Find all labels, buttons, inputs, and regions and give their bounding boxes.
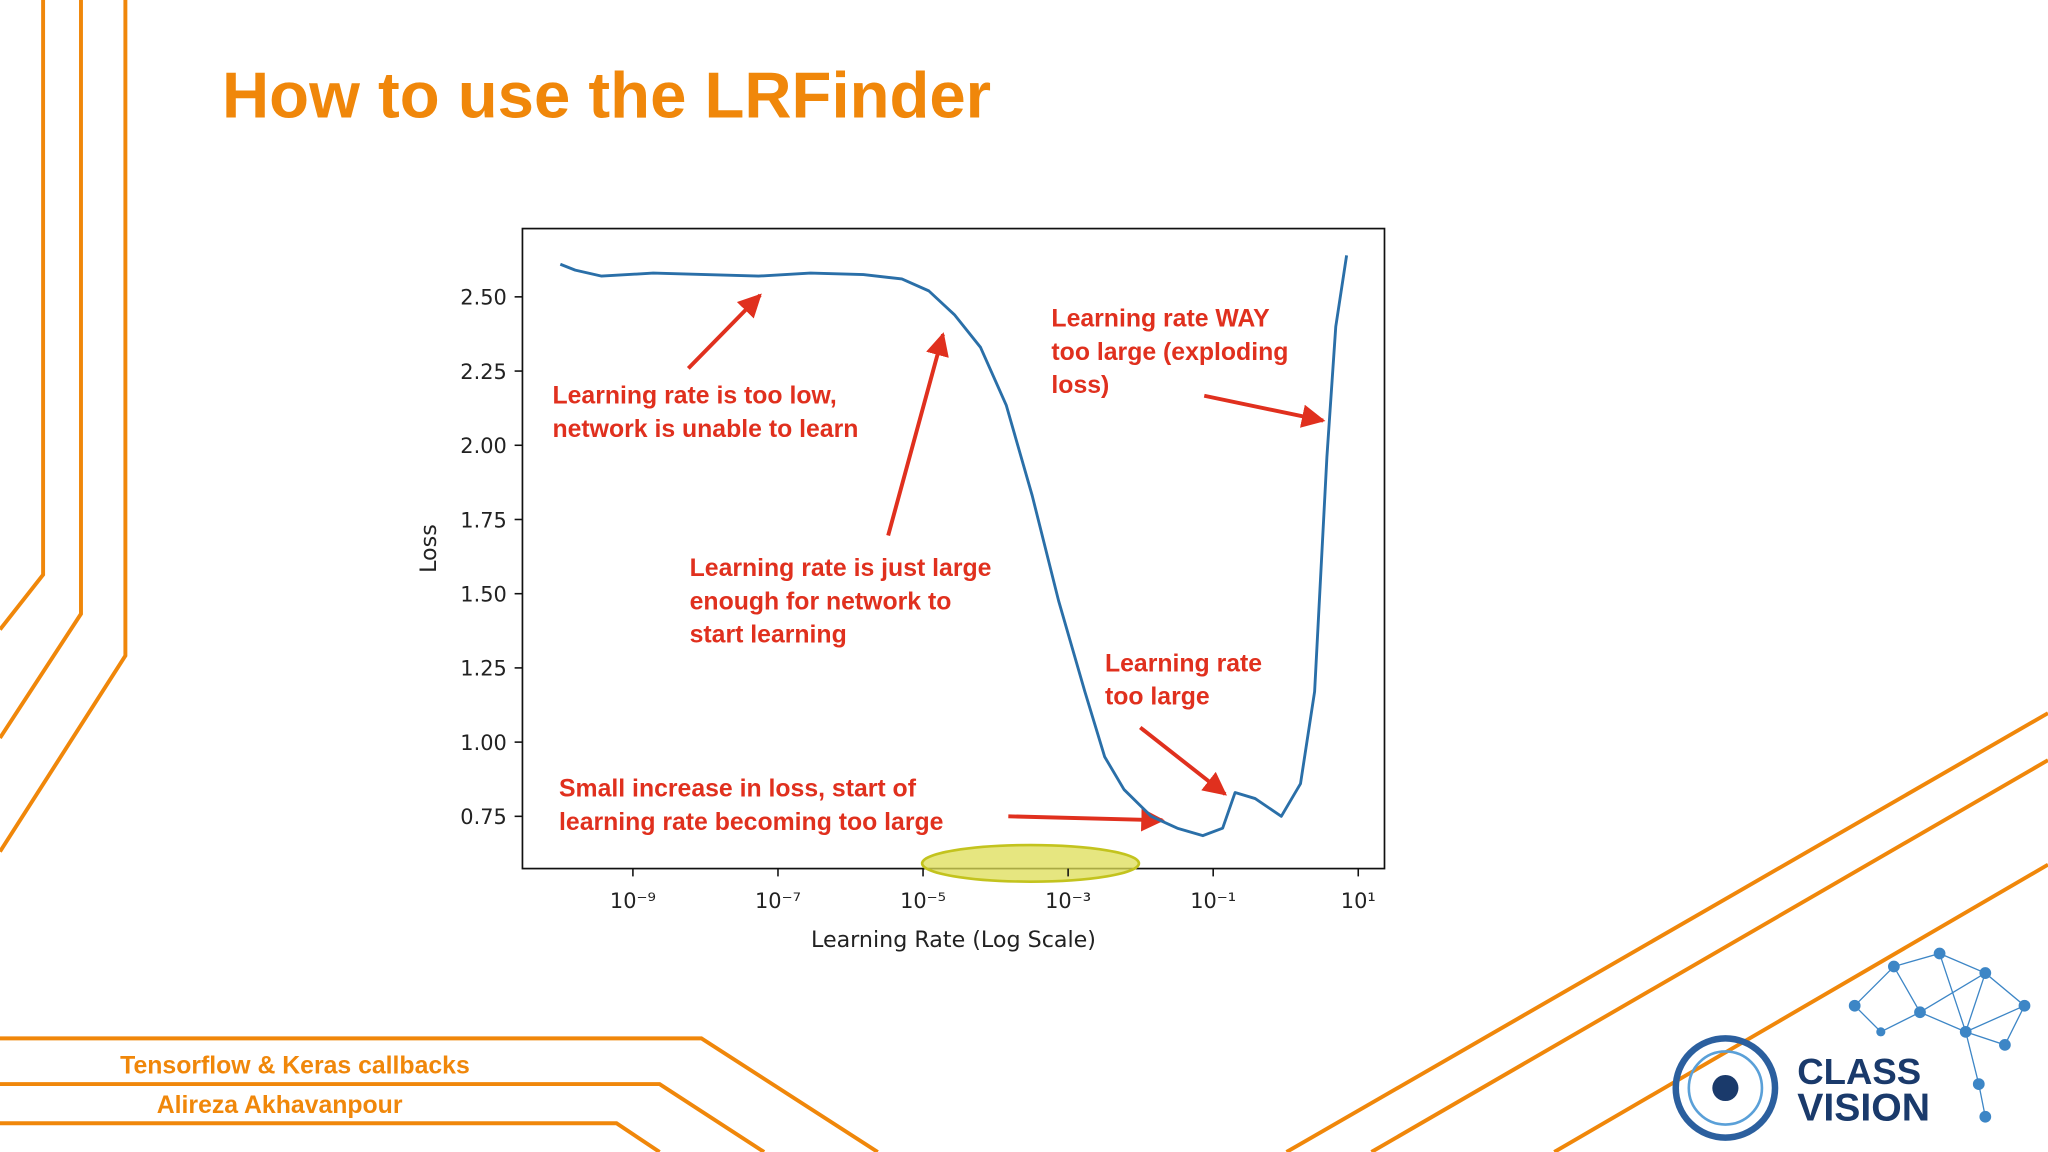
logo-text: CLASS — [1797, 1051, 1921, 1092]
x-tick-label: 10⁻⁷ — [755, 889, 801, 913]
y-tick-label: 1.50 — [460, 583, 506, 607]
y-tick-label: 1.00 — [460, 731, 506, 755]
slide-title: How to use the LRFinder — [222, 59, 991, 132]
annotation: enough for network to — [690, 588, 952, 615]
annotation: start learning — [690, 622, 847, 649]
arrows — [686, 293, 1326, 832]
logo: CLASS VISION — [1672, 947, 2031, 1141]
y-axis-label: Loss — [416, 524, 442, 573]
annotation: loss) — [1051, 372, 1109, 399]
y-tick-label: 1.75 — [460, 508, 506, 532]
annotation: Learning rate is just large — [690, 555, 992, 582]
x-tick-label: 10⁻¹ — [1190, 889, 1236, 913]
footer-author: Alireza Akhavanpour — [157, 1092, 403, 1119]
y-tick-label: 2.00 — [460, 434, 506, 458]
x-tick-label: 10⁻³ — [1045, 889, 1091, 913]
x-tick-label: 10⁻⁵ — [900, 889, 946, 913]
x-axis-label: Learning Rate (Log Scale) — [811, 927, 1096, 953]
annotation: too large (exploding — [1051, 339, 1288, 366]
plot-frame — [521, 227, 1386, 870]
chart: Learning Rate (Log Scale) Loss 0.75 1.00 1… — [416, 227, 1386, 953]
y-tick-label: 0.75 — [460, 805, 506, 829]
y-tick-label: 1.25 — [460, 657, 506, 681]
y-tick-label: 2.50 — [460, 286, 506, 310]
logo-text: VISION — [1797, 1087, 1930, 1130]
footer-course: Tensorflow & Keras callbacks — [120, 1053, 470, 1080]
annotation: learning rate becoming too large — [559, 809, 943, 836]
x-tick-label: 10⁻⁹ — [610, 889, 656, 913]
annotation: Learning rate is too low, — [552, 383, 836, 410]
x-tick-label: 10¹ — [1341, 889, 1376, 913]
highlight — [920, 843, 1141, 883]
y-tick-label: 2.25 — [460, 360, 506, 384]
loss-line — [559, 255, 1349, 838]
annotation: Learning rate WAY — [1051, 306, 1270, 333]
annotation: Learning rate — [1105, 650, 1262, 677]
annotation: Small increase in loss, start of — [559, 776, 917, 803]
annotation: too large — [1105, 684, 1210, 711]
annotation: network is unable to learn — [552, 416, 858, 443]
